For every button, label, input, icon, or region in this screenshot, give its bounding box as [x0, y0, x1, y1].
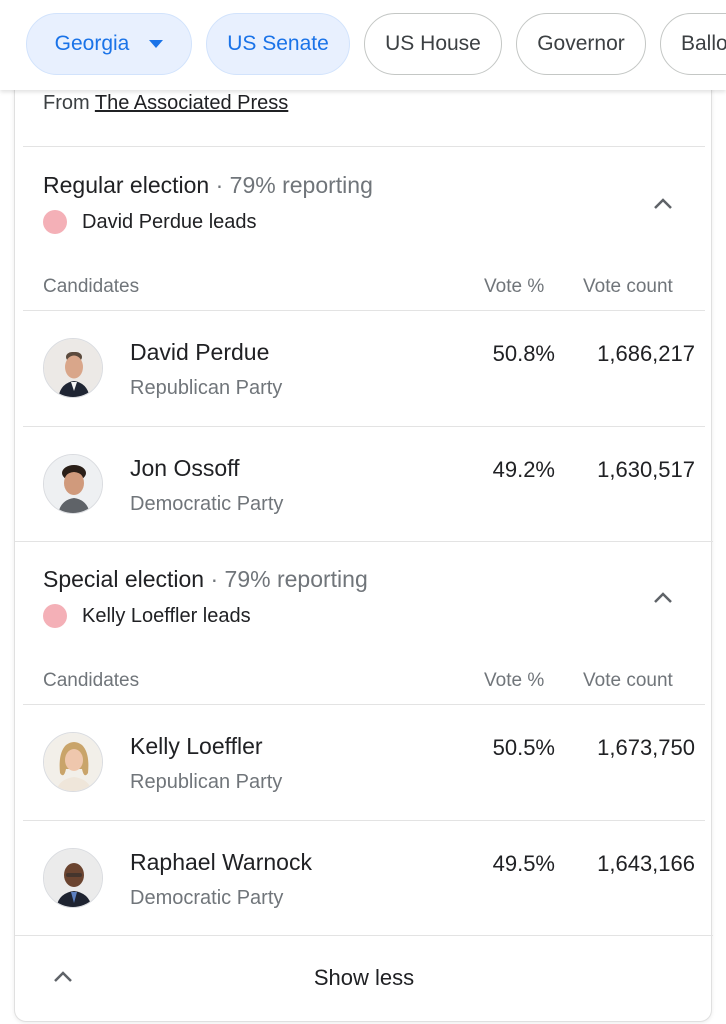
section-title: Regular election · 79% reporting — [43, 172, 373, 199]
section-divider — [15, 541, 713, 542]
section-divider — [15, 935, 713, 936]
chip-label: US House — [385, 32, 481, 55]
leader-dot-icon — [43, 210, 67, 234]
candidate-name: Kelly Loeffler — [130, 733, 263, 759]
divider — [23, 704, 705, 705]
candidate-party: Democratic Party — [130, 493, 284, 515]
chevron-up-icon — [54, 971, 72, 982]
leader-dot-icon — [43, 604, 67, 628]
candidate-party: Republican Party — [130, 377, 283, 399]
show-less-button[interactable]: Show less — [15, 935, 713, 1021]
vote-count: 1,673,750 — [597, 735, 695, 760]
vote-percent: 49.5% — [492, 851, 555, 876]
divider — [23, 426, 705, 427]
source-prefix: From — [43, 92, 95, 114]
chip-label: US Senate — [227, 32, 329, 55]
chip-label: Ballo — [681, 32, 726, 55]
candidate-name: Jon Ossoff — [130, 455, 240, 481]
candidate-name: David Perdue — [130, 339, 270, 365]
dropdown-arrow-icon — [149, 40, 164, 48]
avatar — [43, 454, 103, 514]
state-dropdown-chip[interactable]: Georgia — [26, 13, 192, 75]
election-type: Regular election — [43, 172, 210, 198]
leader-text: David Perdue leads — [82, 210, 257, 233]
candidate-row[interactable]: Kelly Loeffler Republican Party 50.5% 1,… — [15, 705, 713, 820]
divider — [23, 820, 705, 821]
candidate-name: Raphael Warnock — [130, 849, 312, 875]
show-less-label: Show less — [313, 965, 415, 990]
state-chip-label: Georgia — [54, 32, 130, 55]
divider — [23, 146, 705, 147]
us-senate-chip[interactable]: US Senate — [206, 13, 350, 75]
avatar — [43, 848, 103, 908]
vote-pct-column-header: Vote % — [484, 276, 545, 297]
candidate-party: Democratic Party — [130, 887, 284, 909]
candidate-row[interactable]: Raphael Warnock Democratic Party 49.5% 1… — [15, 821, 713, 936]
candidates-column-header: Candidates — [43, 670, 140, 691]
candidate-row[interactable]: Jon Ossoff Democratic Party 49.2% 1,630,… — [15, 427, 713, 542]
source-attribution: From The Associated Press — [43, 92, 288, 115]
regular-election-section: Regular election · 79% reporting David P… — [15, 146, 713, 541]
election-type: Special election — [43, 566, 205, 592]
reporting-status: · 79% reporting — [209, 172, 373, 198]
leader-text: Kelly Loeffler leads — [82, 604, 251, 627]
associated-press-link[interactable]: The Associated Press — [94, 92, 289, 114]
filter-chip-bar: Georgia US Senate US House Governor Ball… — [0, 0, 726, 90]
vote-count: 1,630,517 — [597, 457, 695, 482]
vote-count: 1,643,166 — [597, 851, 695, 876]
us-house-chip[interactable]: US House — [364, 13, 502, 75]
vote-percent: 50.5% — [492, 735, 555, 760]
reporting-status: · 79% reporting — [204, 566, 368, 592]
leader-status: David Perdue leads — [43, 210, 257, 234]
candidate-row[interactable]: David Perdue Republican Party 50.8% 1,68… — [15, 311, 713, 426]
vote-count-column-header: Vote count — [583, 670, 673, 691]
section-title: Special election · 79% reporting — [43, 566, 368, 593]
collapse-chevron-icon[interactable] — [651, 192, 675, 216]
candidate-party: Republican Party — [130, 771, 283, 793]
ballot-chip[interactable]: Ballo — [660, 13, 726, 75]
results-card: From The Associated Press Regular electi… — [14, 80, 713, 1022]
vote-pct-column-header: Vote % — [484, 670, 545, 691]
special-election-section: Special election · 79% reporting Kelly L… — [15, 540, 713, 935]
candidates-column-header: Candidates — [43, 276, 140, 297]
governor-chip[interactable]: Governor — [516, 13, 646, 75]
divider — [23, 310, 705, 311]
vote-count-column-header: Vote count — [583, 276, 673, 297]
avatar — [43, 338, 103, 398]
collapse-chevron-icon[interactable] — [651, 586, 675, 610]
leader-status: Kelly Loeffler leads — [43, 604, 251, 628]
chip-label: Governor — [537, 32, 625, 55]
avatar — [43, 732, 103, 792]
vote-count: 1,686,217 — [597, 341, 695, 366]
vote-percent: 49.2% — [492, 457, 555, 482]
vote-percent: 50.8% — [492, 341, 555, 366]
